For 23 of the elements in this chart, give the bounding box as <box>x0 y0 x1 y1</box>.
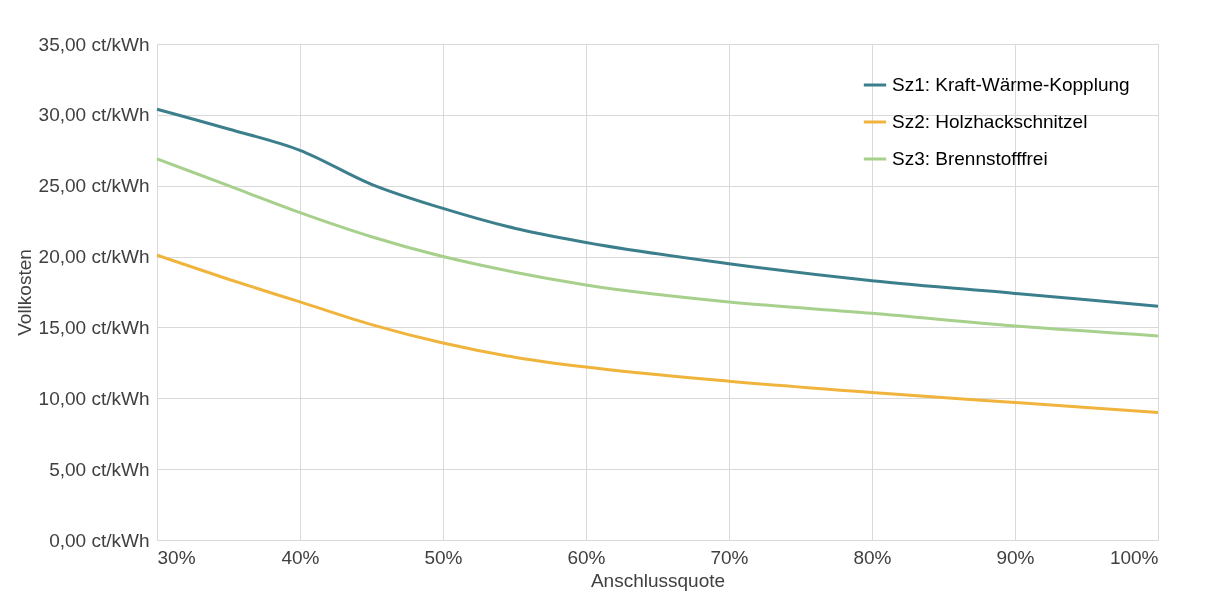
y-tick-label: 0,00 ct/kWh <box>49 529 150 551</box>
x-tick-label: 60% <box>567 546 606 568</box>
y-axis-title: Vollkosten <box>13 249 35 336</box>
y-tick-label: 30,00 ct/kWh <box>38 104 150 126</box>
y-tick-label: 5,00 ct/kWh <box>49 458 150 480</box>
x-axis-title: Anschlussquote <box>590 569 726 591</box>
x-tick-label: 30% <box>157 546 196 568</box>
y-tick-label: 15,00 ct/kWh <box>38 316 150 338</box>
y-tick-label: 35,00 ct/kWh <box>38 33 150 55</box>
x-tick-label: 90% <box>996 546 1035 568</box>
y-tick-label: 10,00 ct/kWh <box>38 387 150 409</box>
x-tick-label: 50% <box>424 546 463 568</box>
line-series <box>155 107 1160 308</box>
legend-label: Sz3: Brennstofffrei <box>892 148 1048 169</box>
y-tick-label: 25,00 ct/kWh <box>38 175 150 197</box>
x-tick-label: 70% <box>710 546 749 568</box>
x-tick-label: 40% <box>281 546 320 568</box>
y-tick-label: 20,00 ct/kWh <box>38 246 150 268</box>
legend-label: Sz2: Holzhackschnitzel <box>892 111 1088 132</box>
x-tick-label: 80% <box>853 546 892 568</box>
x-tick-label: 100% <box>1109 546 1159 568</box>
line-series <box>155 253 1160 414</box>
legend-label: Sz1: Kraft-Wärme-Kopplung <box>892 74 1130 95</box>
